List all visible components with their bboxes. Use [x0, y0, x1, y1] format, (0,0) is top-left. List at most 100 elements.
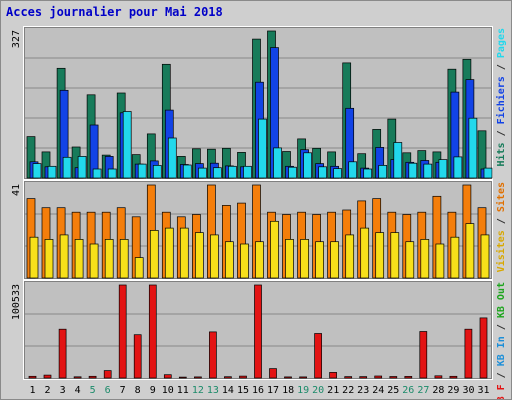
visits-panel-sites-bar — [195, 232, 204, 279]
hits-panel-pages-bar — [122, 111, 132, 179]
kb-panel-kb-bar — [374, 375, 383, 379]
kb-panel-kb-bar — [359, 376, 368, 379]
hits-panel-pages-bar — [408, 162, 418, 179]
x-tick-label: 29 — [447, 385, 459, 396]
hits-panel-pages-bar — [438, 159, 448, 179]
legend-entry: / — [496, 366, 507, 384]
kb-panel-kb-bar — [178, 376, 187, 379]
kb-panel-kb-bar — [58, 328, 67, 379]
legend-entry: / — [496, 124, 507, 142]
x-tick-label: 11 — [177, 385, 189, 396]
hits-panel-pages-bar — [258, 118, 267, 179]
x-tick-label: 7 — [120, 385, 126, 396]
kb-panel-kb-bar — [133, 334, 142, 379]
legend-entry: Hits — [495, 142, 507, 166]
visits-panel-sites-bar — [134, 257, 144, 279]
visits-panel-sites-bar — [405, 241, 415, 279]
x-tick-label: 1 — [29, 385, 35, 396]
kb-panel-kb-bar — [419, 331, 428, 379]
visits-panel-ymax-label: 41 — [11, 184, 22, 196]
x-tick-label: 31 — [477, 385, 489, 396]
hits-panel-pages-bar — [152, 165, 162, 179]
visits-panel-sites-bar — [390, 232, 400, 279]
kb-panel-kb-bar — [239, 375, 247, 379]
kb-panel-kb-bar — [28, 375, 37, 379]
legend-entry: KB F — [496, 384, 507, 399]
hits-panel-pages-bar — [363, 168, 373, 179]
x-tick-label: 25 — [387, 385, 399, 396]
hits-panel-pages-bar — [348, 161, 358, 179]
kb-panel-kb-bar — [314, 333, 322, 379]
hits-panel-pages-bar — [107, 168, 117, 179]
visits-panel-sites-bar — [315, 241, 324, 279]
legend-entry: KB Out — [496, 282, 507, 318]
legend-entry: Sites — [495, 182, 507, 212]
x-tick-label: 16 — [252, 385, 264, 396]
visits-panel-sites-bar — [345, 234, 355, 279]
kb-panel-kb-bar — [284, 376, 292, 379]
kb-panel-kb-bar — [299, 376, 307, 379]
visits-panel-sites-bar — [255, 241, 264, 279]
kb-panel-kb-bar — [43, 374, 52, 379]
x-tick-label: 13 — [207, 385, 219, 396]
chart-title: Acces journalier pour Mai 2018 — [6, 5, 223, 19]
visits-panel-sites-bar — [465, 223, 475, 279]
visits-panel-sites-bar — [375, 232, 385, 279]
visits-panel-sites-bar — [89, 243, 99, 279]
kb-panel-kb-bar — [88, 375, 97, 379]
kb-panel-kb-bar — [163, 374, 172, 379]
kb-panel-legend: KB F / KB In / KB Out — [496, 282, 507, 399]
visits-panel-sites-bar — [480, 234, 490, 279]
hits-panel-pages-bar — [423, 163, 433, 179]
legend-entry: / — [496, 58, 507, 76]
visits-panel-sites-bar — [119, 239, 129, 279]
kb-panel-kb-bar — [73, 376, 82, 379]
kb-panel-kb-bar — [344, 376, 353, 379]
hits-panel-pages-bar — [468, 117, 478, 179]
x-tick-label: 27 — [417, 385, 429, 396]
hits-panel-pages-bar — [167, 137, 177, 179]
x-tick-label: 2 — [44, 385, 50, 396]
hits-panel-pages-bar — [288, 166, 297, 179]
hits-panel-pages-bar — [318, 166, 327, 179]
kb-panel-kb-bar — [404, 376, 413, 379]
hits-panel-pages-bar — [182, 164, 192, 179]
visits-panel-sites-bar — [59, 234, 69, 279]
hits-panel-pages-bar — [303, 152, 312, 179]
x-tick-label: 12 — [192, 385, 204, 396]
hits-panel-legend: Hits / Fichiers / Pages — [495, 28, 507, 167]
hits-panel-pages-bar — [92, 168, 102, 179]
kb-panel-kb-bar — [329, 372, 337, 379]
hits-panel-pages-bar — [62, 156, 72, 179]
hits-panel-pages-bar — [137, 163, 147, 179]
kb-panel-kb-bar — [434, 375, 443, 379]
kb-panel-kb-bar — [389, 376, 398, 379]
x-tick-label: 20 — [312, 385, 324, 396]
visits-panel-sites-bar — [420, 239, 430, 279]
legend-entry: Visites — [495, 230, 507, 272]
hits-panel-pages-bar — [453, 156, 463, 179]
x-tick-label: 21 — [327, 385, 339, 396]
visits-panel-sites-bar — [240, 243, 249, 279]
x-tick-label: 10 — [162, 385, 174, 396]
x-tick-label: 17 — [267, 385, 279, 396]
kb-panel: 100533 KB F / KB In / KB Out — [11, 280, 507, 399]
visits-panel-sites-bar — [360, 227, 370, 279]
kb-panel-kb-bar — [449, 375, 458, 379]
hits-panel-pages-bar — [393, 142, 403, 179]
kb-panel-kb-bar — [224, 376, 232, 379]
x-tick-label: 18 — [282, 385, 294, 396]
hits-panel-pages-bar — [243, 165, 252, 179]
visits-panel-sites-bar — [44, 239, 54, 279]
x-tick-label: 4 — [75, 385, 81, 396]
visits-panel-sites-bar — [225, 241, 234, 279]
legend-entry: / — [496, 318, 507, 336]
visits-panel-sites-bar — [210, 234, 219, 279]
hits-panel-pages-bar — [333, 168, 342, 179]
visits-panel-sites-bar — [300, 239, 309, 279]
x-tick-label: 30 — [462, 385, 474, 396]
kb-panel-kb-bar — [254, 284, 262, 379]
kb-panel-kb-bar — [209, 331, 217, 379]
